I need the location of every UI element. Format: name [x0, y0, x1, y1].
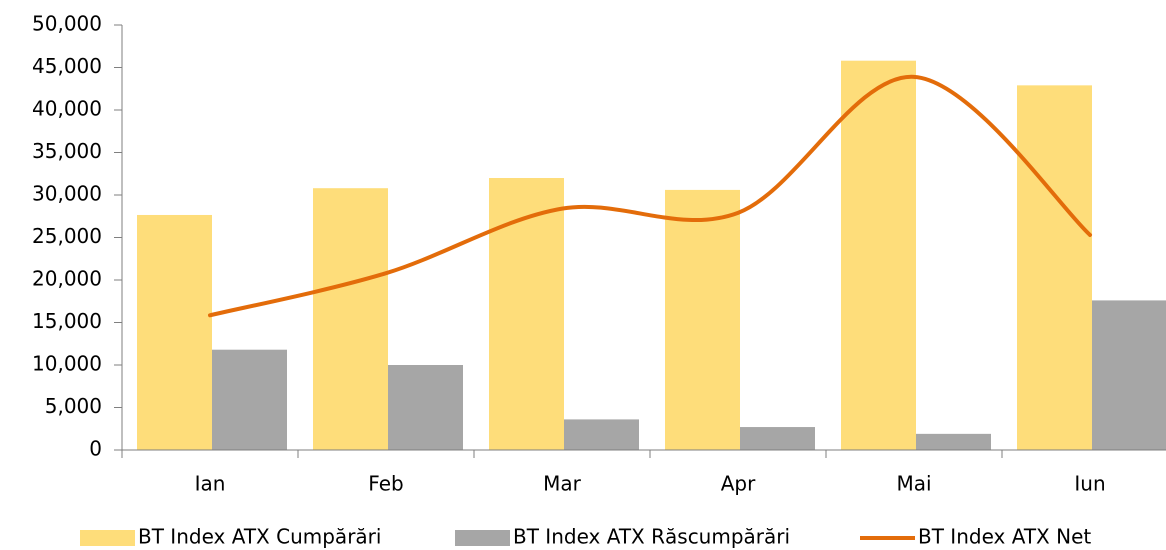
x-tick-label: Iun: [1074, 472, 1105, 496]
bar: [1092, 300, 1166, 450]
y-tick-label: 20,000: [32, 267, 102, 291]
x-tick-label: Mai: [896, 472, 931, 496]
y-tick-label: 45,000: [32, 54, 102, 78]
y-tick-label: 0: [89, 437, 102, 461]
bar: [137, 214, 212, 450]
legend-label: BT Index ATX Cumpărări: [138, 525, 381, 549]
y-tick-label: 35,000: [32, 139, 102, 163]
legend-swatch: [80, 530, 135, 546]
y-tick-label: 50,000: [32, 12, 102, 36]
bar: [1017, 85, 1092, 450]
y-tick-label: 30,000: [32, 182, 102, 206]
x-tick-label: Ian: [195, 472, 226, 496]
legend-label: BT Index ATX Net: [918, 525, 1091, 549]
bar: [388, 365, 463, 450]
bar: [841, 60, 916, 450]
bar: [212, 349, 287, 450]
bar: [740, 427, 815, 450]
y-tick-label: 15,000: [32, 309, 102, 333]
y-tick-label: 5,000: [45, 394, 102, 418]
legend-swatch: [455, 530, 510, 546]
y-tick-label: 25,000: [32, 224, 102, 248]
bar: [564, 419, 639, 450]
x-tick-label: Mar: [543, 472, 582, 496]
bar: [916, 433, 991, 450]
legend-label: BT Index ATX Răscumpărări: [513, 525, 790, 549]
bar: [665, 189, 740, 450]
bar: [313, 188, 388, 450]
x-tick-label: Feb: [368, 472, 403, 496]
bar: [489, 178, 564, 450]
y-tick-label: 40,000: [32, 97, 102, 121]
x-tick-label: Apr: [721, 472, 756, 496]
y-tick-label: 10,000: [32, 352, 102, 376]
line: [208, 74, 1092, 318]
